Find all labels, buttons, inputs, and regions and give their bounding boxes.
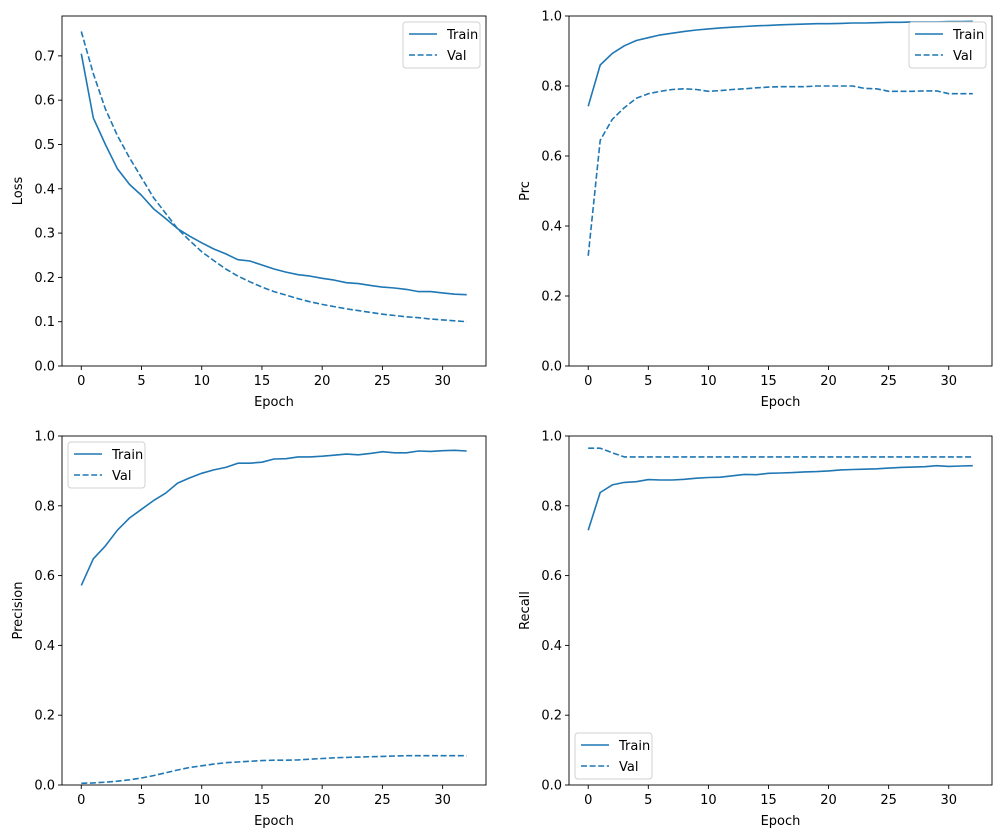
x-tick-label: 15 <box>254 793 271 808</box>
y-tick-label: 0.4 <box>34 639 55 654</box>
subplot-precision: 0 5 10 15 20 25 30 0.0 0.2 0.4 0.6 0.8 1.0 Epoch Preci… <box>11 430 487 829</box>
x-tick-label: 10 <box>193 374 210 389</box>
subplot-loss: 0 5 10 15 20 25 30 0.0 0.1 0.2 0.3 0.4 0.5 0.6 0.7 Epoc… <box>11 15 487 410</box>
series-line-val <box>81 754 467 785</box>
y-tick-label: 0.5 <box>34 138 55 153</box>
legend-label-val: Val <box>112 469 131 484</box>
x-tick-label: 10 <box>193 793 210 808</box>
y-tick-label: 0.2 <box>541 709 562 724</box>
legend-label-train: Train <box>618 739 650 754</box>
y-axis-label: Prc <box>518 181 533 201</box>
y-tick-label: 0.2 <box>34 709 55 724</box>
y-tick-label: 0.6 <box>34 569 55 584</box>
series-line-train <box>587 464 973 531</box>
series-line-train <box>80 449 467 586</box>
y-tick-label: 0.0 <box>34 360 55 375</box>
legend-label-val: Val <box>447 49 466 64</box>
x-tick-label: 25 <box>374 374 391 389</box>
x-tick-label: 10 <box>700 793 717 808</box>
y-tick-label: 0.4 <box>541 639 562 654</box>
y-tick-label: 0.7 <box>34 49 55 64</box>
x-tick-label: 25 <box>374 793 391 808</box>
legend: Train Val <box>908 21 987 69</box>
legend-label-train: Train <box>952 28 984 43</box>
y-tick-label: 0.1 <box>34 315 55 330</box>
x-axis-label: Epoch <box>761 395 801 410</box>
y-tick-label: 1.0 <box>541 10 562 25</box>
x-tick-label: 5 <box>644 793 652 808</box>
y-tick-label: 0.4 <box>541 220 562 235</box>
y-axis-label: Loss <box>11 177 26 206</box>
x-tick-label: 20 <box>314 793 331 808</box>
x-tick-label: 30 <box>434 374 451 389</box>
x-axis-label: Epoch <box>254 814 294 829</box>
y-tick-label: 0.6 <box>34 94 55 109</box>
y-tick-label: 0.6 <box>541 569 562 584</box>
x-tick-label: 15 <box>760 793 777 808</box>
series-line-val <box>587 85 973 256</box>
x-tick-label: 30 <box>434 793 451 808</box>
legend: Train Val <box>574 732 653 780</box>
y-tick-label: 0.0 <box>541 779 562 794</box>
y-tick-label: 0.2 <box>34 271 55 286</box>
y-tick-label: 0.0 <box>34 779 55 794</box>
legend: Train Val <box>67 441 146 489</box>
x-tick-label: 20 <box>820 793 837 808</box>
x-tick-label: 5 <box>644 374 652 389</box>
axes-frame <box>568 435 993 786</box>
y-tick-label: 0.0 <box>541 360 562 375</box>
y-tick-label: 1.0 <box>34 430 55 445</box>
x-tick-label: 0 <box>584 793 592 808</box>
x-tick-label: 15 <box>254 374 271 389</box>
y-tick-label: 0.6 <box>541 150 562 165</box>
x-tick-label: 5 <box>137 374 145 389</box>
series-line-train <box>587 20 973 107</box>
x-tick-label: 0 <box>584 374 592 389</box>
axes-frame <box>568 15 993 367</box>
series-line-val <box>80 31 467 323</box>
legend-label-train: Train <box>111 448 143 463</box>
y-tick-label: 0.8 <box>34 499 55 514</box>
x-axis-label: Epoch <box>254 395 294 410</box>
y-tick-label: 0.2 <box>541 290 562 305</box>
y-axis-label: Recall <box>518 591 533 630</box>
y-tick-label: 0.4 <box>34 182 55 197</box>
axes-frame <box>61 15 487 367</box>
x-tick-label: 25 <box>880 374 897 389</box>
x-tick-label: 10 <box>700 374 717 389</box>
legend: Train Val <box>402 21 481 69</box>
legend-label-val: Val <box>619 760 638 775</box>
legend-label-val: Val <box>953 49 972 64</box>
y-tick-label: 1.0 <box>541 430 562 445</box>
x-tick-label: 30 <box>940 374 957 389</box>
y-tick-label: 0.3 <box>34 227 55 242</box>
x-tick-label: 25 <box>880 793 897 808</box>
x-tick-label: 20 <box>314 374 331 389</box>
y-tick-label: 0.8 <box>541 499 562 514</box>
x-tick-label: 5 <box>137 793 145 808</box>
series-line-val <box>588 447 973 458</box>
x-tick-label: 20 <box>820 374 837 389</box>
legend-label-train: Train <box>446 28 478 43</box>
series-line-train <box>80 53 467 296</box>
x-axis-label: Epoch <box>761 814 801 829</box>
subplot-prc: 0 5 10 15 20 25 30 0.0 0.2 0.4 0.6 0.8 1.0 Epoch Prc Tr… <box>518 10 993 410</box>
subplot-recall: 0 5 10 15 20 25 30 0.0 0.2 0.4 0.6 0.8 1.0 Epoch Recal… <box>518 430 993 829</box>
x-tick-label: 0 <box>77 793 85 808</box>
y-axis-label: Precision <box>11 581 26 639</box>
x-tick-label: 15 <box>760 374 777 389</box>
y-tick-label: 0.8 <box>541 80 562 95</box>
axes-frame <box>61 435 487 786</box>
x-tick-label: 0 <box>77 374 85 389</box>
x-tick-label: 30 <box>940 793 957 808</box>
